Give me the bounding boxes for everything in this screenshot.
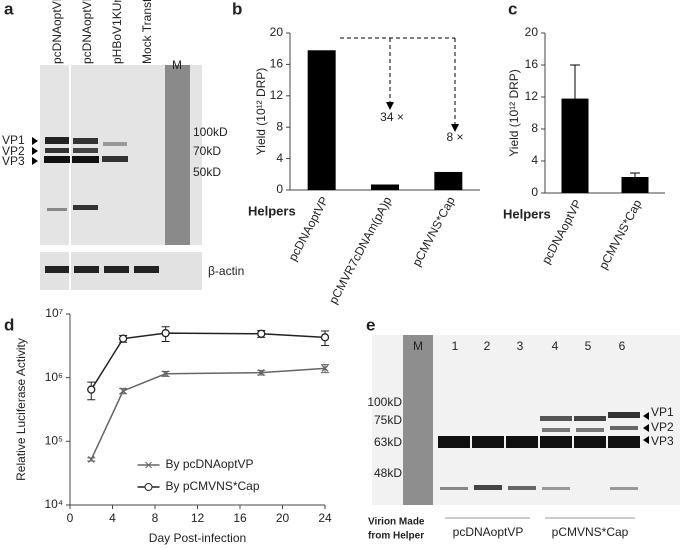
lane-label: pcDNAoptVP [80,0,94,64]
y-axis-label: Relative Luciferase Activity [14,338,28,481]
group-label: pCMVNS*Cap [552,525,629,539]
y-axis-label: Yield (10¹² DRP) [507,69,521,157]
panel-label: c [508,0,517,18]
legend-label: By pCMVNS*Cap [166,479,260,493]
bar [307,50,336,190]
x-tick-label: 0 [67,511,74,525]
band-label: VP1 [651,405,674,419]
lane-label: 1 [452,339,459,353]
marker-label: 48kD [374,466,402,480]
y-tick-label: 8 [531,121,538,135]
lane-label: pcDNAoptVP1(ATG) [50,0,64,64]
point [119,387,127,395]
x-tick-label: 16 [233,511,247,525]
marker-label: 100kD [367,395,402,409]
lane-label: 6 [619,339,626,353]
marker-label: 100kD [193,125,228,139]
marker-label: 63kD [374,435,402,449]
band-label: VP2 [2,144,25,158]
y-tick-label: 0 [531,185,538,199]
lane-label: M [413,339,423,353]
y-tick-label: 10⁵ [45,434,63,448]
annotation: 34 × [380,110,404,124]
x-tick-label: 20 [276,511,290,525]
marker-label: 70kD [193,144,221,158]
band-label: VP3 [2,154,25,168]
y-tick-label: 10⁶ [45,370,63,384]
point [257,369,265,377]
panel-label: b [232,0,242,18]
blot-a [40,65,202,290]
bar [371,184,399,190]
band-arrow [32,137,38,165]
lane-label: Mock Transfection [140,0,154,64]
band-arrow [643,412,649,444]
legend-marker [144,483,153,491]
point [320,333,330,342]
point [257,329,266,338]
x-axis-label: Helpers [503,206,551,221]
x-axis-label: Helpers [248,203,296,218]
group-label: pcDNAoptVP [453,525,524,539]
error-bar [570,64,580,99]
y-tick-label: 10⁴ [44,497,63,511]
panel-label: d [4,315,14,334]
y-tick-label: 20 [270,25,284,39]
y-tick-label: 4 [531,153,538,167]
point [87,455,95,463]
x-tick-label: pCMVR7cDNAm(pA)p [326,194,395,306]
bar [561,98,589,193]
x-tick-label: 8 [152,511,159,525]
legend-label: By pcDNAoptVP [166,457,254,471]
lane-label: M [172,58,182,72]
y-tick-label: 8 [276,119,283,133]
y-tick-label: 4 [276,151,283,165]
series-line [90,367,326,460]
annotation: 8 × [446,130,463,144]
fold-arrow [340,37,456,126]
lane-label: 5 [585,339,592,353]
loading-control-label: β-actin [208,264,244,278]
y-axis-label: Yield (10¹² DRP) [254,68,268,156]
x-tick-label: 12 [191,511,205,525]
y-tick-label: 0 [276,182,283,196]
band-label: VP2 [651,420,674,434]
error-bar [630,172,640,177]
band-label: VP3 [651,434,674,448]
caption: Virion Made [368,517,425,528]
point [321,364,329,372]
panel-label: e [366,315,375,334]
point [162,370,170,378]
x-tick-label: pCMVNS*Cap [409,194,458,269]
y-tick-label: 12 [270,88,284,102]
x-axis-label: Day Post-infection [149,531,246,545]
point [118,334,128,343]
lane-label: pHBoV1KUm630 [110,0,124,64]
marker-label: 50kD [193,165,221,179]
y-tick-label: 16 [525,57,539,71]
series-line [90,332,326,390]
legend-marker [145,461,152,469]
x-tick-label: pCMVNS*Cap [596,197,645,272]
lane-label: 2 [484,339,491,353]
band-label: VP1 [2,133,25,147]
caption: from Helper [368,531,424,542]
bar [434,171,463,190]
x-tick-label: 4 [109,511,116,525]
lane-label: 4 [552,339,559,353]
point [161,329,170,338]
y-tick-label: 20 [525,25,539,39]
y-tick-label: 12 [525,89,539,103]
lane-label: 3 [517,339,524,353]
point [87,385,96,394]
blot-e [372,335,680,505]
y-tick-label: 10⁷ [45,306,63,320]
bar [621,177,649,193]
y-tick-label: 16 [270,57,284,71]
marker-label: 75kD [374,413,402,427]
panel-label: a [4,0,14,18]
x-tick-label: 24 [318,511,332,525]
